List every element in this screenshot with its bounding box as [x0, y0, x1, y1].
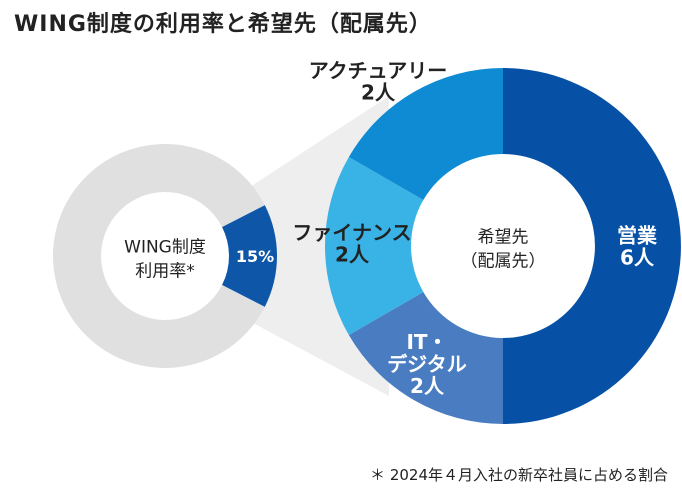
assignment-slice-label-0: 営業 6人 [617, 224, 658, 270]
utilization-slice-1 [53, 144, 265, 368]
assignment-slice-2 [325, 157, 424, 335]
assignment-slice-0 [503, 68, 681, 424]
chart-title: WING制度の利用率と希望先（配属先） [14, 12, 432, 37]
assignment-slice-label-1: IT・デジタル 2人 [387, 330, 467, 398]
footnote: ＊ 2024年４月入社の新卒社員に占める割合 [370, 466, 668, 484]
utilization-donut: 15% WING制度利用率* [53, 144, 277, 368]
assignment-slice-1 [348, 292, 503, 424]
utilization-center-label: WING制度利用率* [124, 237, 206, 281]
assignment-center-label: 希望先（配属先） [461, 227, 546, 271]
utilization-slice-0 [222, 205, 277, 307]
utilization-slice-label: 15% [236, 247, 274, 266]
assignment-slice-3 [348, 68, 503, 200]
assignment-slice-label-2: ファイナンス 2人 [292, 221, 411, 267]
assignment-slice-label-3: アクチュアリー 2人 [309, 59, 448, 105]
